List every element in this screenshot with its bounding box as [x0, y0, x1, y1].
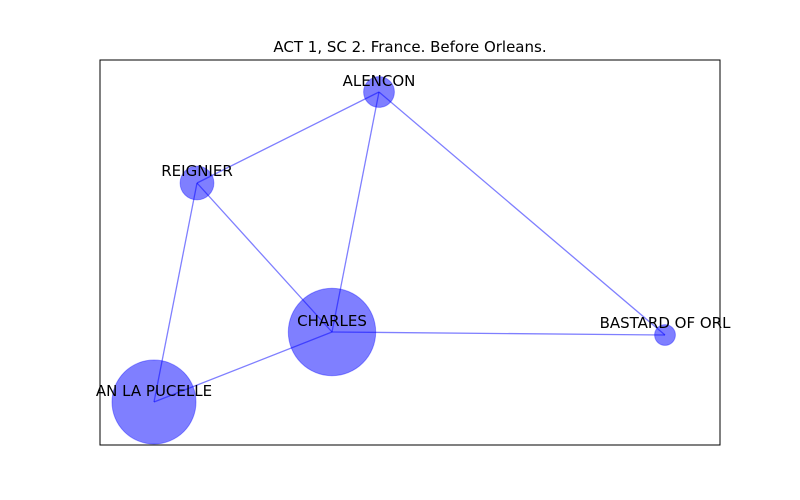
node-label-bastard: BASTARD OF ORL: [600, 314, 732, 332]
labels-group: ALENCON REIGNIER CHARLES BASTARD OF ORL AN L…: [96, 72, 731, 400]
node-label-charles: CHARLES: [297, 312, 367, 330]
node-label-reignier: REIGNIER: [161, 162, 233, 180]
plot-frame: [99, 59, 721, 446]
edge-charles-bastard: [331, 331, 666, 336]
node-joan: [111, 359, 197, 445]
edge-alencon-bastard: [378, 91, 666, 336]
node-label-joan: AN LA PUCELLE: [96, 382, 212, 400]
figure-title: ACT 1, SC 2. France. Before Orleans.: [273, 38, 546, 56]
edge-alencon-reignier: [196, 91, 380, 184]
node-label-alencon: ALENCON: [343, 72, 416, 90]
node-reignier: [179, 165, 215, 201]
node-charles: [287, 287, 377, 377]
node-alencon: [363, 76, 395, 108]
nodes-group: [111, 76, 676, 445]
node-bastard: [654, 324, 676, 346]
